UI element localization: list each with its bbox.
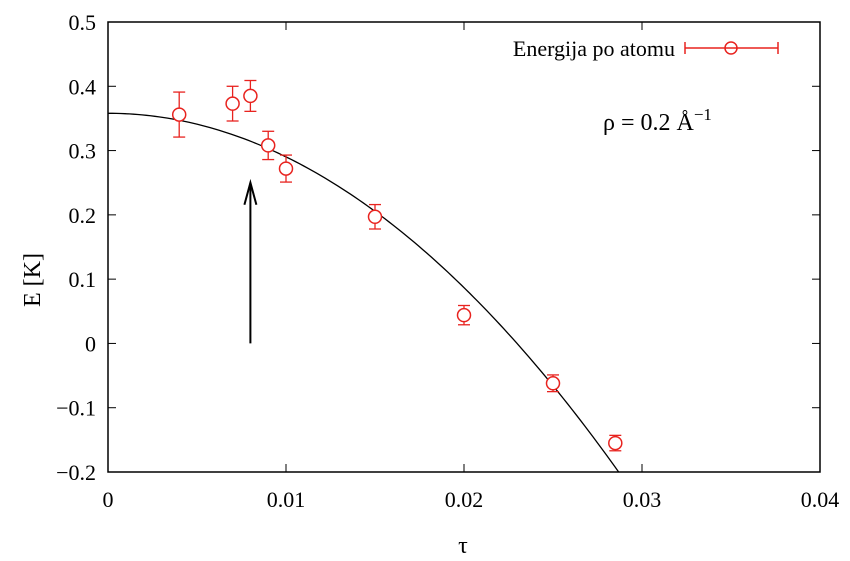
- data-point: [278, 154, 294, 183]
- x-tick-label: 0.04: [801, 487, 840, 512]
- data-point: [260, 130, 276, 161]
- data-marker: [260, 138, 276, 153]
- data-marker: [243, 88, 258, 104]
- data-point: [243, 79, 258, 113]
- annotation-arrow-head: [243, 178, 258, 205]
- data-point: [367, 203, 383, 230]
- x-tick-label: 0: [103, 487, 114, 512]
- data-point: [456, 304, 472, 326]
- y-tick-label: 0: [85, 331, 96, 356]
- y-tick-label: −0.2: [56, 460, 96, 485]
- y-tick-label: 0.4: [69, 74, 97, 99]
- y-tick-label: 0.3: [69, 139, 97, 164]
- plot-frame: [107, 21, 821, 473]
- fit-curve-layer: [107, 112, 620, 473]
- data-point: [171, 91, 187, 138]
- data-point: [608, 434, 623, 452]
- x-axis-label: τ: [458, 533, 468, 559]
- y-tick-label: −0.1: [56, 396, 96, 421]
- y-tick-label: 0.1: [69, 267, 97, 292]
- data-marker: [608, 435, 623, 451]
- y-axis-label: E [K]: [20, 253, 46, 307]
- data-marker: [225, 96, 240, 111]
- data-marker: [171, 107, 187, 122]
- y-tick-label: 0.2: [69, 203, 97, 228]
- data-marker: [367, 209, 383, 225]
- density-annotation-text: ρ = 0.2 Å: [603, 110, 695, 136]
- density-annotation-exponent: −1: [694, 105, 712, 124]
- axes-layer: 0 0.01 0.02 0.03 0.04 −0.2 −0.1 0 0.1 0.2 0.3 0.4 0.…: [56, 10, 839, 512]
- y-tick-label: 0.5: [69, 10, 97, 35]
- data-marker: [278, 161, 294, 176]
- data-marker: [456, 307, 472, 323]
- legend-label: Energija po atomu: [513, 36, 675, 61]
- x-tick-label: 0.01: [267, 487, 306, 512]
- density-annotation: ρ = 0.2 Å−1: [603, 105, 712, 136]
- legend: Energija po atomu: [513, 36, 779, 61]
- x-tick-label: 0.02: [445, 487, 484, 512]
- x-tick-label: 0.03: [623, 487, 662, 512]
- legend-marker: [724, 41, 738, 55]
- data-point: [225, 85, 240, 122]
- fit-curve-line: [107, 112, 620, 473]
- data-point: [545, 374, 561, 393]
- data-marker: [545, 376, 561, 391]
- data-points-layer: [171, 79, 623, 452]
- annotation-layer: ρ = 0.2 Å−1: [243, 105, 712, 344]
